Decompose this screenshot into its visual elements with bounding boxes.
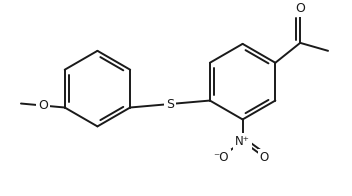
Text: ⁻O: ⁻O <box>213 151 228 164</box>
Text: O: O <box>38 99 48 112</box>
Text: S: S <box>166 98 174 111</box>
Text: N⁺: N⁺ <box>235 135 250 148</box>
Text: O: O <box>295 2 305 15</box>
Text: O: O <box>260 151 269 164</box>
